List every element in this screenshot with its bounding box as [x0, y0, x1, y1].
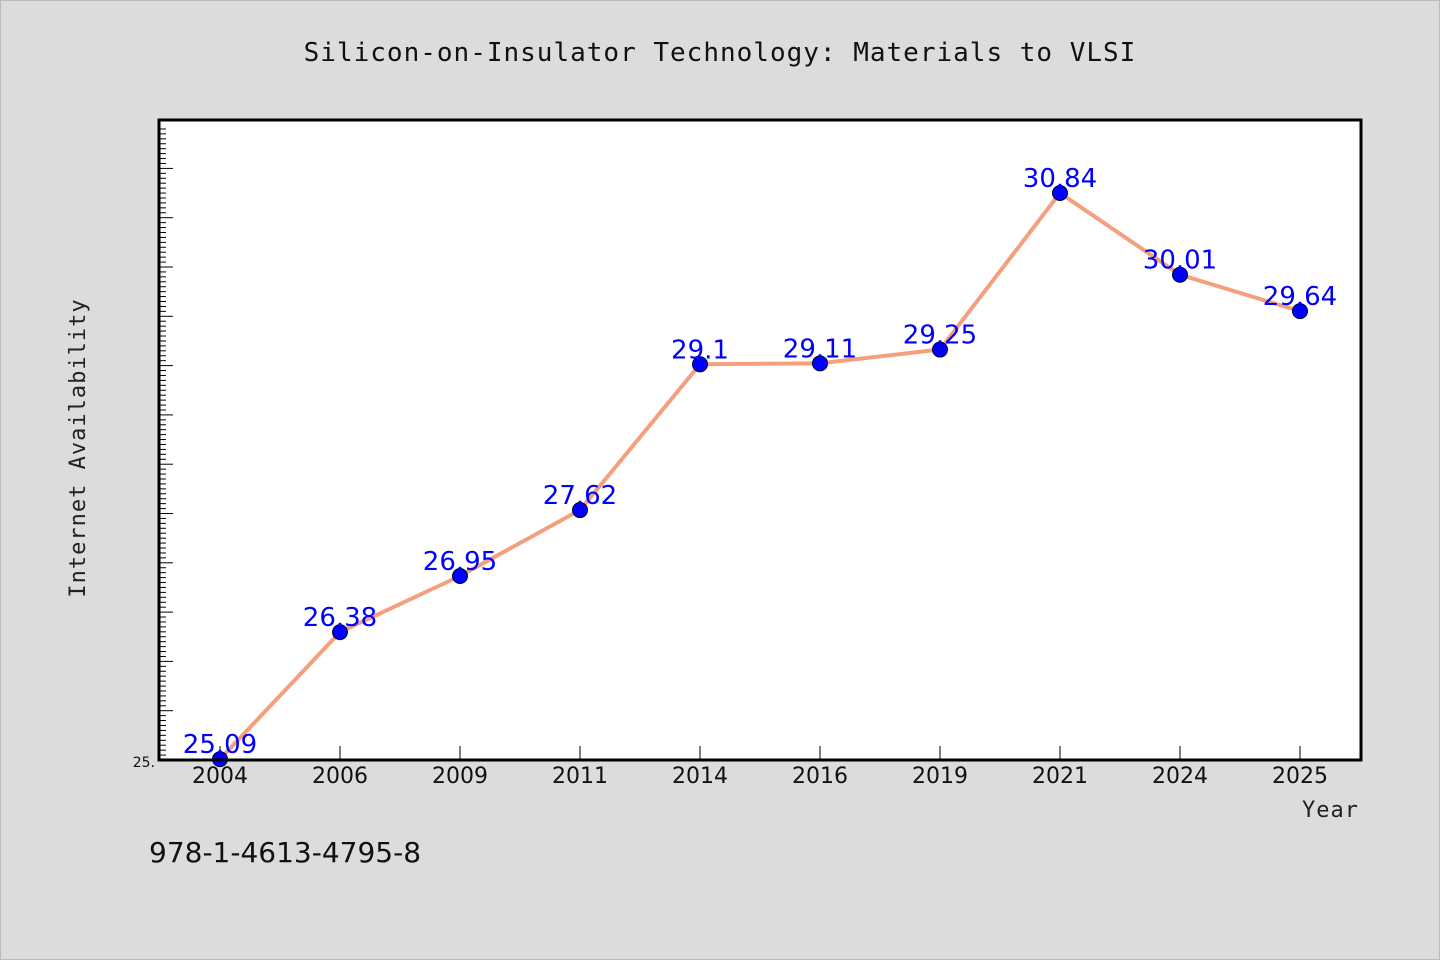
isbn-footnote: 978-1-4613-4795-8: [149, 836, 421, 869]
plot-frame: [157, 118, 1363, 762]
x-axis-label: Year: [1302, 798, 1359, 823]
x-tick-label: 2014: [672, 764, 728, 789]
x-tick-label: 2019: [912, 764, 968, 789]
data-label: 27.62: [543, 481, 617, 511]
data-point: [1292, 303, 1308, 320]
data-label: 30.84: [1023, 164, 1097, 194]
data-point: [452, 568, 468, 584]
x-tick-label: 2016: [792, 764, 848, 789]
data-labels: 25.09 26.38 26.95 27.62 29.1 29.11 29.25 30.84 3…: [183, 164, 1337, 760]
data-label: 25.09: [183, 730, 257, 760]
data-point: [1172, 266, 1188, 283]
data-label: 29.11: [783, 334, 857, 364]
data-label: 26.95: [423, 547, 497, 577]
y-axis-label: Internet Availability: [66, 298, 91, 597]
chart-title: Silicon-on-Insulator Technology: Materia…: [304, 38, 1137, 68]
x-tick-label: 2024: [1152, 764, 1208, 789]
x-tick-label: 2025: [1272, 764, 1328, 789]
x-tick-label: 2011: [552, 764, 608, 789]
data-point: [572, 502, 588, 519]
data-point: [332, 624, 348, 641]
series-line: [218, 190, 1302, 762]
y-tick-label: 25.: [133, 755, 155, 771]
x-tick-label: 2006: [312, 764, 368, 789]
data-label: 29.1: [671, 335, 729, 365]
data-markers: [212, 184, 1308, 768]
x-tick-label: 2021: [1032, 764, 1088, 789]
series-line-group: [218, 190, 1302, 762]
data-label: 29.25: [903, 321, 977, 351]
data-label: 29.64: [1263, 282, 1337, 312]
x-tick-label: 2004: [192, 764, 248, 789]
data-label: 26.38: [303, 603, 377, 633]
data-point: [812, 355, 828, 372]
x-tick-label: 2009: [432, 764, 488, 789]
data-point: [1052, 184, 1068, 201]
plot-area: [159, 120, 1361, 760]
data-point: [692, 356, 708, 373]
data-label: 30.01: [1143, 246, 1217, 276]
data-point: [932, 341, 948, 358]
x-tick-labels: 2004 2006 2009 2011 2014 2016 2019 2021 2024 2025: [192, 764, 1328, 789]
